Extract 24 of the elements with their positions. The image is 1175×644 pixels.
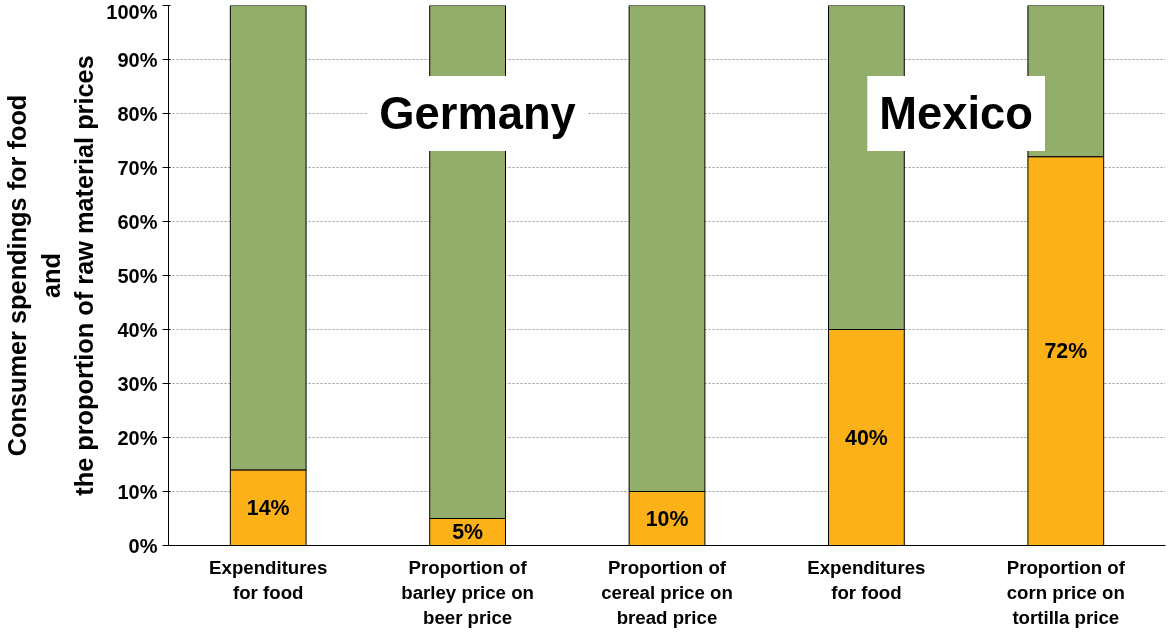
- x-tick-label: Expenditures for food: [807, 556, 926, 603]
- y-tick-label: 60%: [117, 210, 158, 233]
- data-label: 40%: [845, 425, 888, 450]
- y-tick-label: 50%: [117, 264, 158, 287]
- x-tick-label: Proportion of cereal price on bread price: [601, 556, 733, 628]
- y-tick-label: 20%: [117, 426, 158, 449]
- y-tick-label: 80%: [117, 102, 158, 125]
- y-tick-label: 70%: [117, 156, 158, 179]
- data-label: 14%: [246, 495, 290, 520]
- annotation: Germany: [379, 88, 576, 139]
- data-label: 5%: [452, 520, 484, 544]
- y-tick-label: 90%: [117, 48, 158, 71]
- data-label: 10%: [645, 506, 689, 531]
- y-tick-label: 10%: [117, 480, 158, 503]
- x-tick-label: Proportion of corn price on tortilla price: [1006, 556, 1126, 628]
- x-tick-label: Expenditures for food: [209, 556, 328, 603]
- annotation: Mexico: [879, 88, 1033, 139]
- y-tick-label: 100%: [106, 0, 158, 23]
- y-tick-label: 30%: [117, 372, 158, 395]
- data-label: 72%: [1044, 339, 1088, 364]
- y-tick-label: 40%: [117, 318, 158, 341]
- y-axis-title: Consumer spendings for food and the proportion of raw material prices: [3, 55, 99, 496]
- x-tick-label: Proportion of barley price on beer price: [401, 556, 534, 628]
- y-tick-label: 0%: [128, 534, 158, 557]
